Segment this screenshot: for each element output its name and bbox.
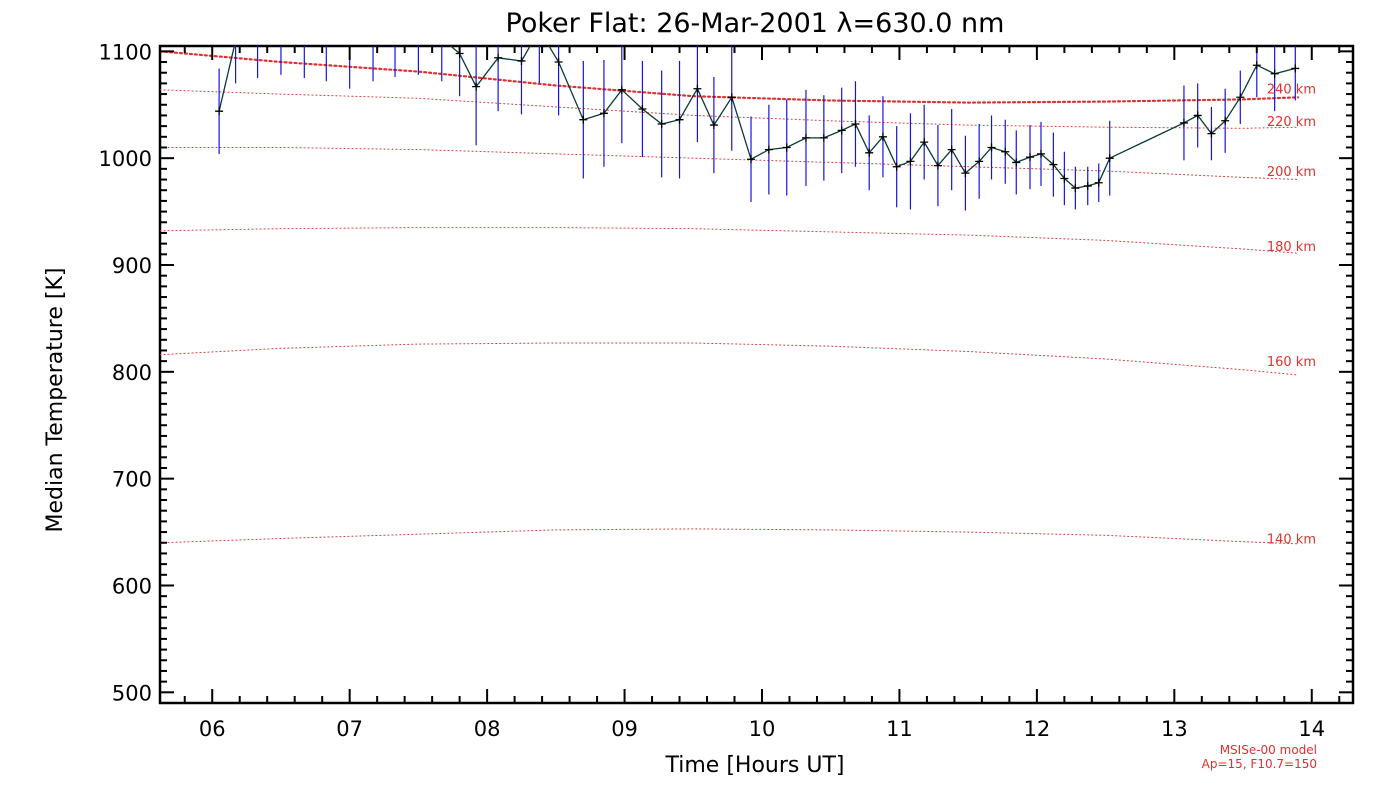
data-point <box>987 143 996 152</box>
x-tick-label: 12 <box>1024 717 1051 741</box>
data-point <box>1094 178 1103 187</box>
y-tick-label: 1100 <box>99 40 152 64</box>
data-point <box>579 115 588 124</box>
plot-frame <box>158 44 1355 705</box>
y-tick-label: 900 <box>112 254 152 278</box>
data-point <box>675 115 684 124</box>
altitude-label: 160 km <box>1267 355 1316 370</box>
model-curve-160-km <box>160 342 1299 376</box>
data-point <box>1026 153 1035 162</box>
data-point <box>1060 174 1069 183</box>
y-tick-label: 500 <box>112 681 152 705</box>
data-point <box>1049 160 1058 169</box>
model-params: Ap=15, F10.7=150 <box>1202 757 1317 771</box>
data-point <box>599 109 608 118</box>
data-point <box>1193 111 1202 120</box>
data-point <box>727 93 736 102</box>
x-tick-label: 07 <box>336 717 363 741</box>
data-point <box>709 121 718 130</box>
altitude-label: 200 km <box>1267 165 1316 180</box>
data-point <box>1105 154 1114 163</box>
data-point <box>1001 147 1010 156</box>
data-point <box>920 138 929 147</box>
data-point <box>878 132 887 141</box>
data-point <box>906 157 915 166</box>
data-point <box>1236 93 1245 102</box>
data-point <box>1221 116 1230 125</box>
data-point <box>215 107 224 116</box>
y-tick-label: 700 <box>112 468 152 492</box>
model-curves <box>160 50 1300 545</box>
x-tick-label: 10 <box>749 717 776 741</box>
altitude-label: 220 km <box>1267 115 1316 130</box>
data-point <box>1071 184 1080 193</box>
data-point <box>693 84 702 93</box>
data-point <box>1012 158 1021 167</box>
data-point <box>369 35 377 43</box>
model-curve-200-km <box>160 147 1299 180</box>
data-point <box>1207 129 1216 138</box>
data-point <box>472 82 481 91</box>
data-point <box>391 30 399 38</box>
x-tick-label: 13 <box>1161 717 1188 741</box>
x-tick-label: 14 <box>1298 717 1325 741</box>
data-point <box>300 31 308 39</box>
model-curve-240-km <box>160 50 1300 104</box>
altitude-label: 180 km <box>1267 240 1316 255</box>
data-point <box>892 162 901 171</box>
axis-ticks <box>160 46 1353 704</box>
data-point <box>638 105 647 114</box>
data-point <box>1270 69 1279 78</box>
data-point <box>438 35 446 43</box>
data-point <box>801 133 810 142</box>
model-curve-180-km <box>160 227 1299 254</box>
data-point <box>1291 64 1300 73</box>
data-point <box>494 53 503 62</box>
y-axis-label: Median Temperature [K] <box>43 268 68 533</box>
x-tick-label: 11 <box>886 717 913 741</box>
altitude-label: 140 km <box>1267 532 1316 547</box>
model-curve-220-km <box>160 89 1299 129</box>
data-point <box>851 119 860 128</box>
data-point <box>764 145 773 154</box>
measurement-series <box>215 28 1300 193</box>
data-point <box>657 119 666 128</box>
data-point <box>947 145 956 154</box>
data-point <box>1252 61 1261 70</box>
data-point <box>961 169 970 178</box>
data-point <box>617 85 626 94</box>
model-name: MSISe-00 model <box>1220 743 1317 757</box>
y-tick-label: 800 <box>112 361 152 385</box>
data-point <box>933 161 942 170</box>
chart-title: Poker Flat: 26-Mar-2001 λ=630.0 nm <box>506 8 1005 39</box>
data-point <box>517 56 526 65</box>
x-tick-label: 09 <box>611 717 638 741</box>
data-point <box>1083 181 1092 190</box>
x-tick-label: 08 <box>474 717 501 741</box>
x-tick-label: 06 <box>199 717 226 741</box>
altitude-label: 240 km <box>1267 83 1316 98</box>
data-point <box>232 37 240 45</box>
data-point <box>1037 149 1046 158</box>
data-point <box>1179 118 1188 127</box>
measurement-line <box>218 46 1296 189</box>
tick-labels: 06 07 08 09 10 11 12 13 14 500 600 700 800 900 1000 110… <box>99 40 1326 741</box>
data-point <box>819 133 828 142</box>
x-axis-label: Time [Hours UT] <box>665 753 845 778</box>
y-tick-label: 600 <box>112 574 152 598</box>
data-point <box>782 143 791 152</box>
altitude-labels: 240 km 220 km 200 km 180 km 160 km 140 km <box>1267 83 1316 548</box>
y-tick-label: 1000 <box>99 147 152 171</box>
data-point <box>322 35 330 43</box>
data-point <box>837 126 846 135</box>
data-point <box>554 58 563 67</box>
data-point <box>865 148 874 157</box>
data-point <box>414 28 422 36</box>
data-point <box>975 157 984 166</box>
data-point <box>747 155 756 164</box>
model-curve-140-km <box>160 528 1299 545</box>
data-point <box>277 28 285 36</box>
data-point <box>254 31 262 39</box>
